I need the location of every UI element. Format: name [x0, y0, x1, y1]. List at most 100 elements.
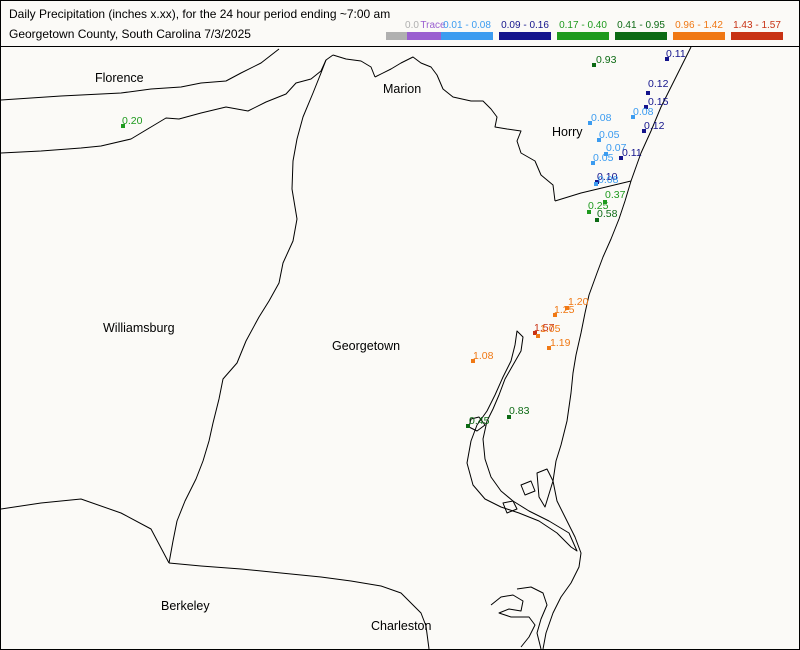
legend-item-range-4: 0.41 - 0.95 [615, 20, 667, 40]
legend-item-range-5: 0.96 - 1.42 [673, 20, 725, 40]
station-value: 0.83 [509, 405, 530, 417]
coastline [542, 47, 692, 649]
map-title: Daily Precipitation (inches x.xx), for t… [9, 7, 391, 21]
station-dot [631, 115, 635, 119]
marsh-island-2 [502, 500, 518, 514]
station-dot [592, 63, 596, 67]
station-value: 0.58 [597, 208, 618, 220]
station-marker: 1.05 [536, 323, 561, 338]
station-value: 1.08 [473, 350, 494, 362]
station-marker: 0.11 [665, 48, 686, 61]
station-value: 0.10 [597, 171, 618, 183]
legend-swatch [441, 32, 493, 40]
station-dot [553, 313, 557, 317]
marsh-island-4 [536, 468, 554, 508]
county-label-charleston: Charleston [371, 619, 431, 633]
station-dot [595, 218, 599, 222]
station-marker: 0.45 [466, 415, 490, 428]
boundary-marion-west [332, 54, 376, 78]
station-marker: 0.12 [646, 78, 669, 95]
map-header: Daily Precipitation (inches x.xx), for t… [1, 1, 799, 47]
station-dot [604, 152, 608, 156]
boundary-williamsburg-berkeley [1, 498, 170, 564]
station-marker: 0.12 [642, 120, 665, 133]
station-dot [588, 121, 592, 125]
boundary-florence-williamsburg [1, 54, 334, 154]
station-marker: 0.20 [121, 115, 143, 128]
station-dot [471, 359, 475, 363]
boundary-marion-horry [374, 56, 556, 202]
station-value: 0.08 [591, 112, 612, 124]
legend-label: 0.96 - 1.42 [675, 20, 723, 31]
station-value: 0.93 [596, 54, 617, 66]
station-dot [594, 182, 598, 186]
station-marker: 0.93 [592, 54, 617, 67]
legend-label: 0.41 - 0.95 [617, 20, 665, 31]
county-label-georgetown: Georgetown [332, 339, 400, 353]
legend-label: 1.43 - 1.57 [733, 20, 781, 31]
station-dot [642, 129, 646, 133]
station-value: 0.37 [605, 189, 626, 201]
station-value: 0.15 [648, 96, 669, 108]
station-value: 0.08 [598, 174, 619, 186]
map-subtitle: Georgetown County, South Carolina 7/3/20… [9, 27, 251, 41]
station-marker: 0.05 [597, 129, 620, 142]
station-marker: 1.19 [547, 337, 571, 350]
legend-item-range-3: 0.17 - 0.40 [557, 20, 609, 40]
station-marker: 1.25 [553, 304, 575, 317]
station-marker: 0.08 [588, 112, 612, 125]
legend-swatch [499, 32, 551, 40]
legend-label: 0.09 - 0.16 [501, 20, 549, 31]
county-label-florence: Florence [95, 71, 144, 85]
station-marker: 0.58 [595, 208, 618, 222]
station-value: 0.11 [666, 48, 686, 60]
county-label-horry: Horry [552, 125, 583, 139]
station-dot [121, 124, 125, 128]
county-boundaries [1, 47, 692, 649]
precip-stations: 0.20 0.93 0.11 0.12 0.15 [121, 48, 686, 428]
station-value: 0.12 [648, 78, 669, 90]
station-dot [466, 424, 470, 428]
station-marker: 0.25 [587, 200, 609, 214]
station-marker: 0.83 [507, 405, 530, 419]
station-value: 0.12 [644, 120, 665, 132]
legend-item-trace: Trace [407, 20, 459, 40]
santee-delta-1 [490, 594, 536, 648]
station-dot [547, 346, 551, 350]
boundary-georgetown-berkeley [168, 562, 430, 649]
legend-item-range-2: 0.09 - 0.16 [499, 20, 551, 40]
county-label-marion: Marion [383, 82, 421, 96]
station-value: 0.11 [622, 147, 642, 159]
station-dot [507, 415, 511, 419]
legend-swatch [615, 32, 667, 40]
station-value: 0.25 [588, 200, 609, 212]
station-marker: 0.11 [619, 147, 642, 160]
winyah-bay [466, 330, 578, 552]
station-dot [619, 156, 623, 160]
station-value: 0.07 [606, 142, 627, 154]
station-value: 1.25 [554, 304, 575, 316]
county-label-williamsburg: Williamsburg [103, 321, 175, 335]
station-value: 0.45 [469, 415, 490, 427]
legend-item-range-1: 0.01 - 0.08 [441, 20, 493, 40]
station-marker: 0.05 [591, 152, 614, 165]
legend-item-range-6: 1.43 - 1.57 [731, 20, 783, 40]
station-marker: 1.08 [471, 350, 494, 363]
county-labels: Florence Marion Horry Williamsburg Georg… [95, 71, 583, 633]
station-marker: 1.20 [565, 296, 589, 310]
marsh-island-3 [520, 480, 536, 496]
legend-label: 0.01 - 0.08 [443, 20, 491, 31]
boundary-florence-north [1, 48, 280, 101]
station-dot [591, 161, 595, 165]
station-marker: 0.07 [604, 142, 627, 156]
legend-label: 0.0 [405, 20, 419, 31]
legend-swatch [407, 32, 459, 40]
station-value: 1.57 [534, 322, 555, 334]
station-dot [533, 331, 537, 335]
station-dot [536, 334, 540, 338]
station-dot [565, 306, 569, 310]
station-marker: 0.08 [631, 106, 654, 119]
station-value: 0.05 [599, 129, 620, 141]
station-value: 1.19 [550, 337, 571, 349]
